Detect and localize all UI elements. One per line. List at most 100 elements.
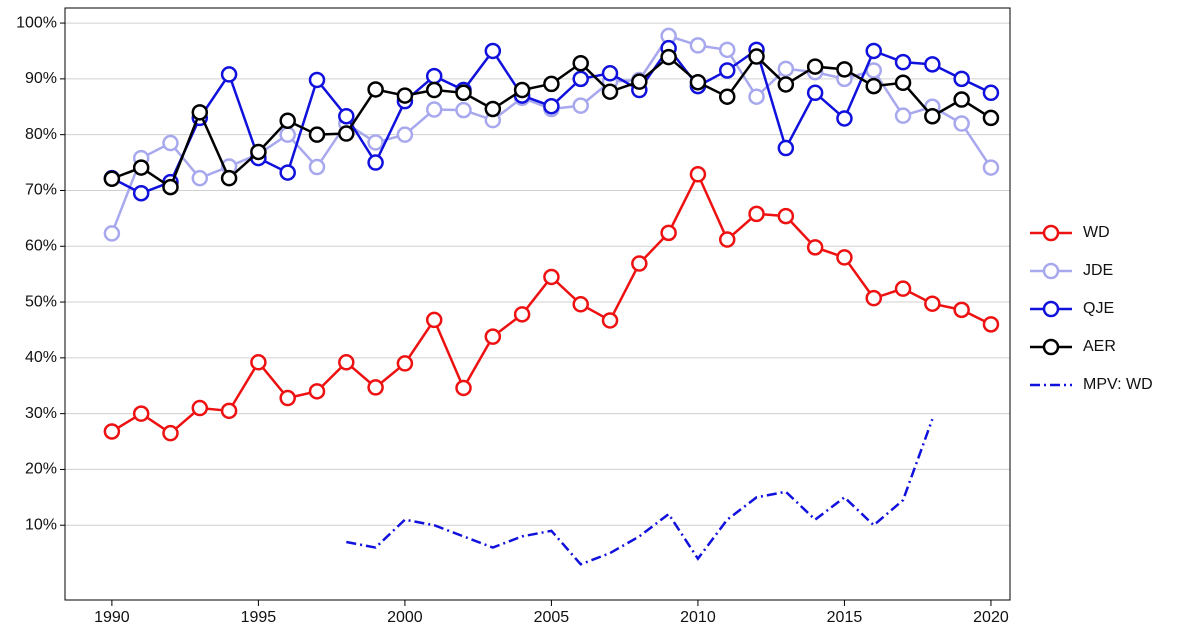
data-point [865,42,882,60]
data-point [982,159,1000,176]
data-point [894,107,912,124]
data-point [806,58,824,75]
data-point [425,67,443,85]
data-point [660,224,677,242]
y-tick-label: 10% [25,516,57,533]
data-point [601,83,619,100]
data-point [367,379,384,396]
data-point [718,62,736,79]
data-point [396,126,414,143]
legend-label: AER [1083,338,1116,355]
data-point [220,66,238,83]
data-point [308,126,326,143]
y-tick-label: 80% [25,126,57,143]
data-point [631,73,648,90]
data-point [982,316,1000,333]
plot-frame [64,7,1011,601]
data-point [572,296,589,313]
x-tick-label: 2020 [973,609,1009,623]
data-point [777,76,795,93]
data-point [367,81,384,98]
legend-label: MPV: WD [1083,376,1153,393]
data-point [132,159,150,176]
data-point [484,100,502,118]
data-point [308,383,326,400]
data-point [924,295,941,312]
data-point [718,231,736,248]
data-point [865,289,882,307]
data-point [279,126,296,143]
data-point [865,77,882,95]
data-point [953,91,970,108]
data-point [601,312,619,329]
data-point [250,354,267,371]
data-point [543,97,560,115]
y-tick-label: 20% [25,461,57,478]
data-point [601,65,619,82]
y-tick-label: 50% [25,293,57,310]
data-point [250,143,267,161]
data-point [513,81,531,99]
data-point [924,56,941,73]
data-point [367,134,384,151]
data-point [103,170,121,187]
data-point [806,84,824,102]
data-point [777,139,795,157]
series-line [111,46,992,195]
data-point [953,115,970,132]
data-point [953,70,970,88]
data-point [806,239,824,256]
data-point [103,423,121,440]
data-point [689,73,707,91]
data-point [748,88,765,105]
legend-label: WD [1083,224,1110,241]
data-point [660,48,677,66]
data-point [367,154,384,171]
data-point [279,164,296,181]
data-point [396,355,414,372]
legend-marker [1042,262,1060,280]
data-point [982,109,1000,127]
x-tick-label: 2005 [534,609,570,623]
data-point [953,301,970,319]
legend-marker [1042,224,1060,242]
data-point [631,255,648,272]
data-point [484,328,502,345]
legend-label: JDE [1083,262,1113,279]
data-point [308,71,326,89]
data-point [191,399,209,417]
data-point [162,178,179,196]
data-point [748,205,765,223]
x-tick-label: 1990 [94,609,130,623]
series-line [346,418,934,566]
y-tick-label: 30% [25,405,57,422]
data-point [748,48,765,65]
data-point [777,207,795,225]
data-point [191,169,209,187]
data-point [513,306,531,323]
data-point [836,249,853,266]
data-point [982,84,1000,102]
x-tick-label: 2015 [827,609,863,623]
data-point [455,379,472,397]
data-point [543,75,560,93]
data-point [572,54,589,72]
data-point [689,37,707,54]
data-point [132,405,150,422]
y-tick-label: 70% [25,182,57,199]
data-point [894,74,912,92]
data-point [836,61,853,78]
series-line [111,171,992,435]
x-tick-label: 2010 [680,609,716,623]
data-point [279,112,296,129]
data-point [132,184,150,202]
data-point [425,101,443,118]
legend-label: QJE [1083,300,1114,317]
data-point [162,134,179,152]
data-point [308,158,326,176]
data-point [338,107,355,125]
y-tick-label: 40% [25,349,57,366]
y-tick-label: 100% [16,14,57,31]
y-tick-label: 60% [25,237,57,254]
